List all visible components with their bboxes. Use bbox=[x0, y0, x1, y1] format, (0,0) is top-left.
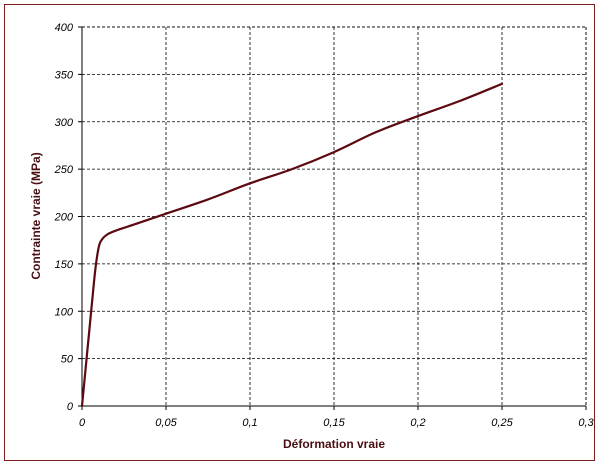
y-tick-label: 250 bbox=[54, 164, 74, 176]
y-tick-label: 400 bbox=[55, 22, 74, 34]
stress-strain-curve bbox=[80, 82, 504, 408]
tick-labels: 0 50 100 150 200 250 300 350 400 0 0,05 0,1 0,15 0,2 0… bbox=[54, 22, 595, 429]
x-tick-label: 0,05 bbox=[155, 417, 177, 429]
grid-lines bbox=[78, 26, 587, 410]
y-tick-label: 0 bbox=[67, 401, 74, 413]
x-tick-label: 0,3 bbox=[578, 417, 594, 429]
y-tick-label: 200 bbox=[54, 212, 74, 224]
y-axis-title: Contrainte vraie (MPa) bbox=[29, 152, 43, 279]
y-tick-label: 150 bbox=[55, 259, 74, 271]
data-series bbox=[80, 82, 504, 408]
x-tick-label: 0,25 bbox=[491, 417, 513, 429]
y-tick-label: 100 bbox=[55, 306, 74, 318]
x-tick-label: 0,15 bbox=[323, 417, 345, 429]
y-tick-label: 50 bbox=[61, 354, 74, 366]
x-tick-label: 0,2 bbox=[410, 417, 425, 429]
x-tick-label: 0 bbox=[79, 417, 86, 429]
y-tick-label: 350 bbox=[55, 69, 74, 81]
y-tick-label: 300 bbox=[55, 117, 74, 129]
x-tick-label: 0,1 bbox=[242, 417, 257, 429]
x-axis-title: Déformation vraie bbox=[283, 437, 385, 451]
